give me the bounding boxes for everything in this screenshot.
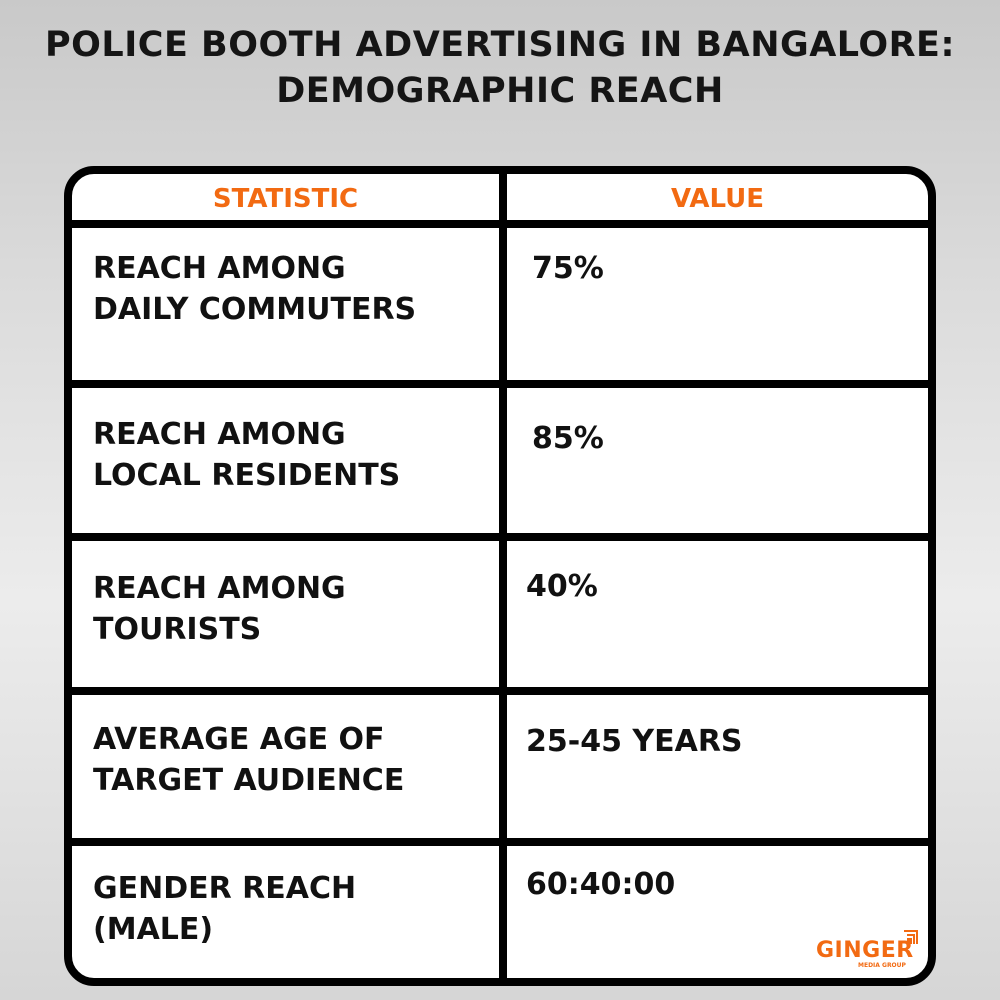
table-row-statistic: GENDER REACH (MALE) (93, 871, 357, 947)
table-row-statistic: REACH AMONG LOCAL RESIDENTS (93, 417, 401, 493)
title-line-1: POLICE BOOTH ADVERTISING IN BANGALORE: (45, 25, 955, 65)
title-line-2: DEMOGRAPHIC REACH (276, 71, 724, 111)
table-row-statistic: AVERAGE AGE OF TARGET AUDIENCE (93, 722, 405, 798)
logo-mark-icon (904, 930, 918, 944)
header-value: VALUE (671, 184, 764, 214)
logo-tagline: MEDIA GROUP (858, 962, 906, 969)
row-divider (72, 380, 928, 388)
stats-table: STATISTIC VALUE REACH AMONG DAILY COMMUTE… (64, 166, 936, 986)
table-row-value: 75% (532, 251, 604, 286)
table-row-statistic: REACH AMONG TOURISTS (93, 571, 346, 647)
header-statistic: STATISTIC (212, 184, 359, 214)
table-row-value: 85% (532, 421, 604, 456)
row-divider (72, 220, 928, 228)
column-divider (499, 174, 507, 978)
row-divider (72, 687, 928, 695)
logo-name: GINGER (816, 938, 914, 963)
table-row-statistic: REACH AMONG DAILY COMMUTERS (93, 251, 417, 327)
ginger-media-logo: GINGER MEDIA GROUP (816, 930, 926, 970)
row-divider (72, 838, 928, 846)
table-row-value: 60:40:00 (526, 867, 676, 902)
table-row-value: 40% (526, 569, 598, 604)
page-title: POLICE BOOTH ADVERTISING IN BANGALORE: D… (0, 22, 1000, 114)
row-divider (72, 533, 928, 541)
table-row-value: 25-45 YEARS (526, 724, 743, 759)
